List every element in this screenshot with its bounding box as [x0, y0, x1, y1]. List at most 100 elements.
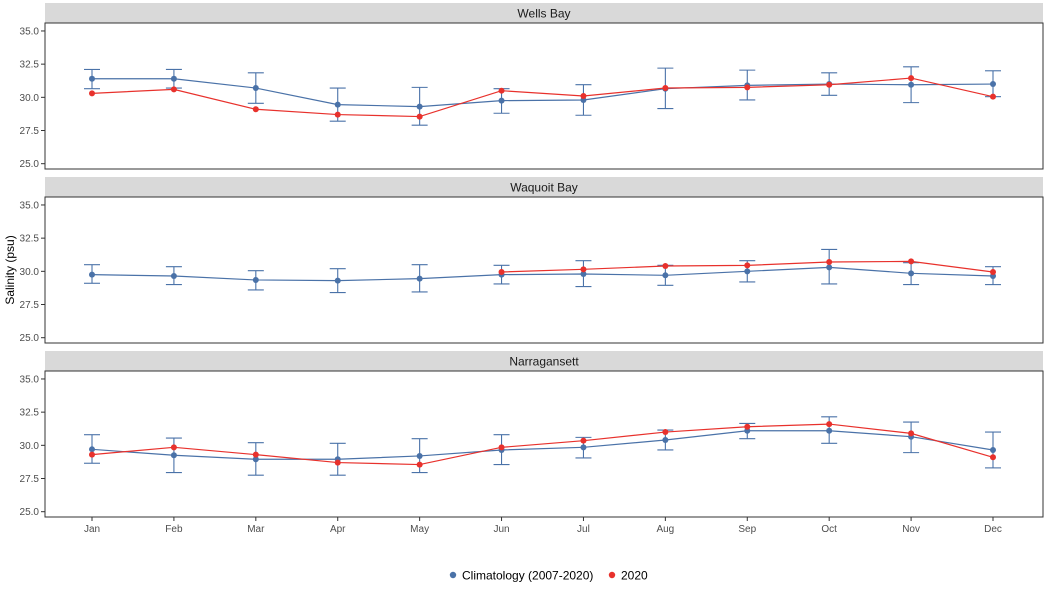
y-tick-label: 35.0 — [20, 200, 40, 211]
climatology-point — [170, 272, 177, 279]
year-2020-point — [334, 111, 341, 118]
year-2020-point — [416, 113, 423, 120]
x-tick-label: Feb — [165, 524, 183, 535]
year-2020-point — [908, 430, 915, 437]
year-2020-point — [826, 259, 833, 266]
panel-title: Waquoit Bay — [510, 181, 578, 195]
panel-strip — [45, 3, 1043, 23]
climatology-point — [334, 277, 341, 284]
year-2020-point — [990, 93, 996, 100]
legend: Climatology (2007-2020) 2020 — [449, 569, 648, 583]
y-tick-label: 32.5 — [20, 60, 40, 71]
year-2020-point — [662, 263, 669, 270]
climatology-point — [334, 101, 341, 108]
year-2020-point — [580, 93, 587, 99]
legend-label-2020: 2020 — [621, 569, 648, 583]
year-2020-point — [170, 86, 177, 93]
y-tick-label: 27.5 — [20, 474, 40, 485]
climatology-point — [990, 446, 996, 453]
x-tick-label: Dec — [984, 524, 1002, 535]
year-2020-point — [498, 444, 505, 451]
y-axis-title: Salinity (psu) — [3, 235, 17, 304]
panel-plot-area — [44, 196, 1044, 344]
year-2020-point — [744, 423, 751, 430]
climatology-point — [416, 452, 423, 459]
climatology-point — [89, 271, 95, 278]
climatology-point — [170, 75, 177, 82]
climatology-point — [416, 103, 423, 110]
y-tick-label: 27.5 — [20, 126, 40, 137]
year-2020-point — [580, 266, 587, 273]
climatology-point — [662, 272, 669, 279]
x-tick-label: Apr — [330, 524, 346, 535]
climatology-point — [416, 275, 423, 282]
year-2020-point — [662, 429, 669, 436]
year-2020-point — [252, 451, 259, 458]
panel-title: Wells Bay — [517, 7, 570, 21]
year-2020-point — [170, 444, 177, 451]
climatology-point — [252, 456, 259, 463]
year-2020-point — [826, 421, 833, 428]
panel-strip — [45, 177, 1043, 197]
year-2020-point — [89, 90, 95, 97]
year-2020-point — [990, 268, 996, 275]
climatology-point — [990, 81, 996, 88]
y-tick-label: 35.0 — [20, 26, 40, 37]
climatology-point — [662, 437, 669, 444]
climatology-point — [826, 427, 833, 434]
climatology-point — [170, 452, 177, 459]
x-tick-label: Jan — [84, 524, 100, 535]
climatology-point — [908, 270, 915, 277]
panel-title: Narragansett — [509, 355, 579, 369]
year-2020-point — [252, 106, 259, 113]
panel-strip — [45, 351, 1043, 371]
x-tick-label: Jun — [493, 524, 509, 535]
x-tick-label: May — [410, 524, 429, 535]
year-2020-line — [91, 423, 994, 466]
climatology-point — [89, 75, 95, 82]
y-tick-label: 25.0 — [20, 159, 40, 170]
panel-0: Wells Bay 25.0 27.5 30.0 32.5 35.0 — [20, 3, 1044, 170]
year-2020-point — [662, 85, 669, 92]
year-2020-point — [908, 75, 915, 82]
panel-plot-area — [44, 22, 1044, 170]
year-2020-point — [990, 454, 996, 461]
year-2020-point — [416, 461, 423, 468]
year-2020-point — [826, 81, 833, 88]
panel-2: Narragansett 25.0 27.5 30.0 32.5 35.0 Jan Feb Ma… — [20, 351, 1044, 535]
climatology-point — [826, 264, 833, 271]
y-tick-label: 25.0 — [20, 333, 40, 344]
climatology-point — [908, 81, 915, 88]
climatology-point — [744, 268, 751, 275]
climatology-line — [91, 430, 994, 460]
year-2020-point — [89, 451, 95, 458]
x-tick-label: Nov — [902, 524, 920, 535]
legend-label-climatology: Climatology (2007-2020) — [462, 569, 593, 583]
y-tick-label: 30.0 — [20, 441, 40, 452]
year-2020-point — [580, 437, 587, 444]
year-2020-point — [498, 87, 505, 94]
x-tick-label: Oct — [821, 524, 837, 535]
y-tick-label: 32.5 — [20, 408, 40, 419]
climatology-point — [580, 270, 587, 277]
climatology-point — [498, 97, 505, 104]
x-tick-label: Mar — [247, 524, 265, 535]
climatology-point — [89, 446, 95, 453]
y-tick-label: 30.0 — [20, 267, 40, 278]
climatology-line — [91, 266, 994, 282]
climatology-point — [252, 276, 259, 283]
legend-key-2020 — [608, 571, 616, 579]
panel-1: Waquoit Bay 25.0 27.5 30.0 32.5 35.0 — [20, 177, 1044, 344]
year-2020-point — [744, 262, 751, 269]
x-tick-label: Sep — [738, 524, 756, 535]
y-tick-label: 27.5 — [20, 300, 40, 311]
legend-key-climatology — [449, 571, 457, 579]
year-2020-point — [744, 84, 751, 91]
climatology-point — [580, 444, 587, 451]
x-tick-label: Aug — [656, 524, 674, 535]
climatology-point — [252, 85, 259, 92]
y-tick-label: 35.0 — [20, 374, 40, 385]
year-2020-point — [498, 268, 505, 275]
year-2020-point — [908, 258, 915, 265]
